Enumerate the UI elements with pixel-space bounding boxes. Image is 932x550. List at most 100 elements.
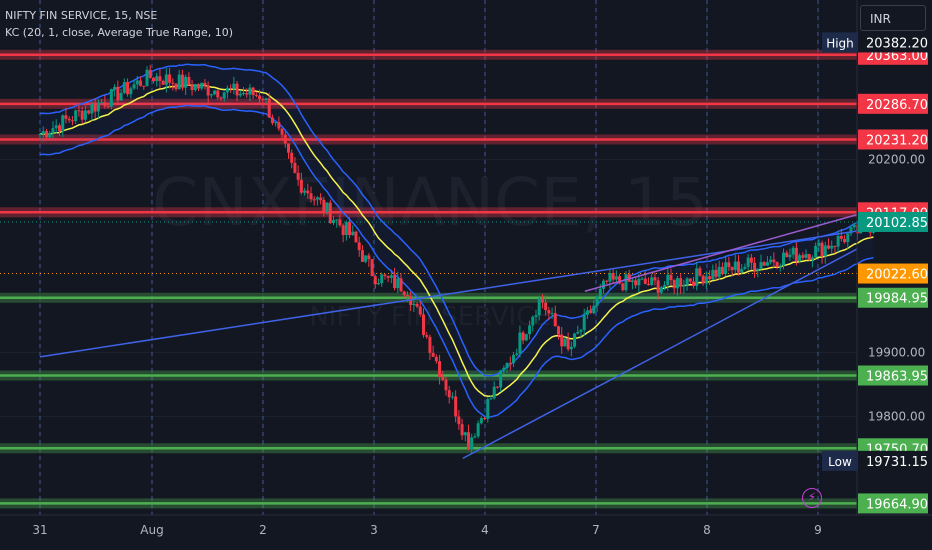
candle (769, 259, 773, 263)
candle (106, 106, 110, 108)
candle (827, 245, 830, 249)
currency-selector[interactable]: INR (860, 5, 926, 31)
x-tick-label: 7 (592, 523, 600, 537)
candle (341, 225, 345, 236)
candle (357, 242, 361, 251)
candle (264, 98, 268, 100)
candle (566, 338, 570, 350)
candle (839, 235, 843, 239)
candle (656, 280, 660, 293)
candle (235, 83, 239, 96)
candle (113, 86, 117, 90)
candle (502, 367, 506, 371)
candle (174, 83, 178, 90)
candle (749, 257, 753, 263)
candle (386, 275, 390, 278)
candle (476, 423, 480, 437)
candle (463, 432, 467, 436)
candle (197, 84, 200, 89)
candle (444, 379, 448, 391)
x-tick-label: 2 (259, 523, 267, 537)
candle (370, 259, 374, 277)
candle (225, 87, 229, 93)
candle (338, 219, 342, 226)
candle (126, 82, 130, 95)
candle (714, 269, 718, 277)
high-value-box (858, 32, 928, 53)
candle (830, 245, 834, 249)
candle (457, 416, 461, 425)
candle (328, 202, 332, 224)
candle (711, 269, 715, 280)
candle (319, 197, 323, 200)
y-tick-label: 19800.00 (868, 410, 925, 424)
level-label: 19664.90 (866, 497, 928, 512)
candle (267, 98, 271, 118)
candle (180, 74, 184, 88)
candle (103, 102, 107, 107)
candle (595, 296, 599, 306)
candle (415, 303, 419, 307)
candle (290, 152, 294, 163)
x-tick-label: Aug (140, 523, 163, 537)
candle (67, 118, 71, 121)
candle (804, 254, 808, 258)
candle (209, 94, 213, 96)
candle (576, 331, 580, 334)
y-tick-label: 19900.00 (868, 345, 925, 359)
candle (598, 288, 602, 297)
low-tag: Low (828, 455, 852, 469)
candle (344, 222, 348, 236)
candle (679, 278, 683, 287)
candle (814, 245, 818, 258)
candle (283, 134, 287, 144)
candle (287, 143, 290, 153)
candle (720, 266, 724, 274)
candle (306, 190, 310, 194)
candle (242, 93, 245, 95)
candle (229, 87, 233, 89)
candle (460, 424, 464, 436)
candle (521, 332, 525, 341)
candle (418, 306, 422, 315)
candle (737, 261, 740, 273)
candle (145, 69, 149, 87)
candle (704, 276, 708, 284)
candle (274, 122, 278, 124)
candle (109, 89, 113, 107)
candle (849, 227, 853, 234)
level-label: 20363.00 (866, 49, 928, 64)
candle (473, 436, 477, 438)
candle (402, 291, 406, 296)
candle (846, 233, 850, 243)
candle (724, 262, 728, 274)
level-label-box (858, 365, 928, 386)
candle (569, 346, 573, 350)
candle (698, 268, 702, 276)
x-tick-label: 31 (32, 523, 47, 537)
candle (563, 338, 567, 347)
lightning-icon[interactable]: ⚡ (802, 488, 822, 508)
candle (746, 257, 750, 267)
keltner-lower (39, 104, 874, 418)
keltner-upper (39, 63, 874, 377)
candle (486, 399, 490, 419)
candle (325, 202, 329, 212)
candle (96, 102, 100, 112)
candle (422, 314, 425, 336)
prev-price-box (858, 263, 928, 284)
low-value: 19731.15 (866, 455, 928, 470)
candle (489, 398, 493, 400)
candle (618, 276, 622, 284)
level-label: 20231.20 (866, 133, 928, 148)
candle (772, 259, 776, 263)
candle (483, 418, 487, 420)
candle (701, 275, 705, 284)
candle (717, 266, 721, 277)
candle (152, 77, 155, 82)
candle (142, 85, 146, 87)
candle (557, 326, 560, 335)
candle (560, 334, 564, 347)
